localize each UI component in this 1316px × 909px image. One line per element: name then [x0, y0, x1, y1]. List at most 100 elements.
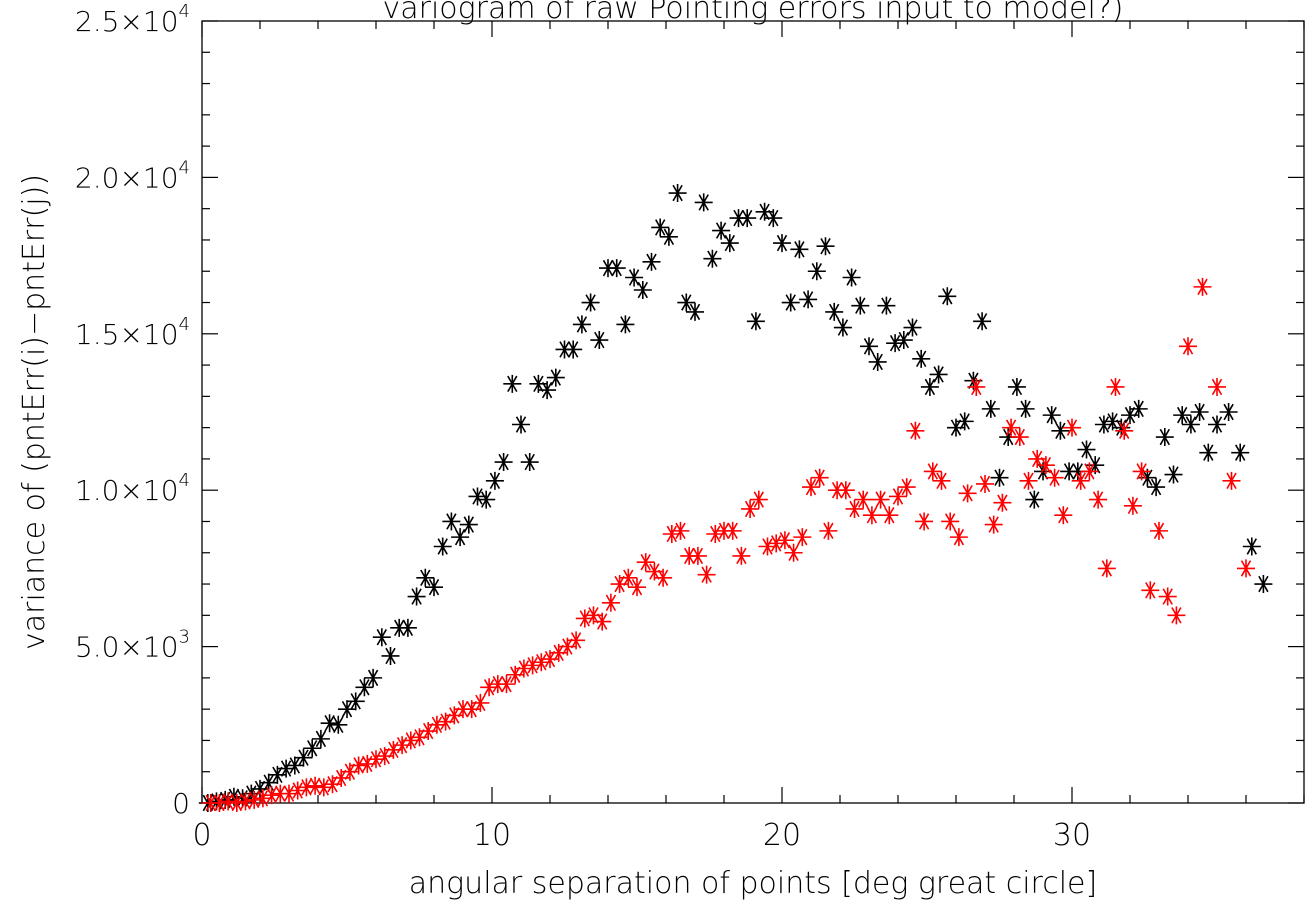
- data-point: [506, 665, 525, 684]
- data-point: [346, 692, 365, 711]
- data-point: [340, 762, 359, 781]
- data-point: [1063, 418, 1081, 437]
- data-point: [538, 381, 557, 400]
- data-point: [1103, 412, 1122, 431]
- data-point: [1042, 406, 1061, 425]
- data-point: [210, 794, 229, 812]
- data-point: [799, 290, 818, 309]
- data-point: [320, 714, 339, 733]
- data-point: [999, 428, 1018, 447]
- data-point: [259, 773, 278, 792]
- data-point: [477, 490, 496, 509]
- data-point: [529, 374, 548, 393]
- data-point: [1167, 606, 1186, 625]
- data-point: [280, 784, 298, 803]
- data-point: [1094, 415, 1113, 434]
- data-point: [889, 487, 907, 506]
- data-point: [1097, 559, 1116, 578]
- plot-area: [201, 20, 1305, 804]
- data-point: [1007, 377, 1026, 396]
- data-point: [1025, 490, 1044, 509]
- data-point: [1132, 462, 1151, 481]
- data-point: [1222, 471, 1241, 490]
- data-point: [601, 593, 620, 612]
- data-point: [512, 415, 530, 434]
- data-point: [427, 715, 446, 734]
- data-point: [1231, 443, 1250, 462]
- data-point: [973, 312, 992, 331]
- data-point: [1106, 377, 1125, 396]
- data-point: [268, 765, 287, 784]
- data-point: [207, 792, 226, 811]
- data-point: [706, 524, 725, 543]
- data-point: [773, 234, 791, 253]
- x-axis-label: angular separation of points [deg great …: [409, 866, 1097, 901]
- data-point: [880, 506, 899, 525]
- data-point: [306, 776, 325, 795]
- data-point: [590, 331, 609, 350]
- data-point: [871, 490, 890, 509]
- data-point: [1019, 471, 1038, 490]
- data-point: [593, 612, 612, 631]
- data-point: [1173, 406, 1192, 425]
- data-point: [775, 531, 794, 550]
- data-point: [245, 790, 264, 809]
- y-axis-label: variance of (pntErr(i)−pntErr(j)): [17, 174, 52, 650]
- data-point: [877, 296, 896, 315]
- data-point: [1158, 587, 1177, 606]
- data-point: [645, 562, 664, 581]
- data-point: [1051, 421, 1070, 440]
- data-point: [1010, 428, 1029, 447]
- axis-ticks: 0 10 20 30 0 5.0×103 1.0×104 1.5×104 2.0×104 2.5×…: [75, 1, 1305, 853]
- series-1: [198, 184, 1273, 812]
- data-point: [738, 209, 757, 228]
- data-point: [338, 700, 356, 719]
- x-tick-label: 20: [763, 818, 801, 853]
- data-point: [671, 521, 690, 540]
- data-point: [1115, 421, 1134, 440]
- data-point: [1155, 428, 1174, 447]
- data-point: [303, 739, 322, 758]
- data-point: [233, 789, 252, 808]
- data-point: [227, 794, 246, 812]
- data-point: [297, 778, 316, 797]
- data-point: [990, 468, 1009, 487]
- data-point: [749, 490, 768, 509]
- data-point: [981, 399, 1000, 418]
- data-point: [523, 656, 542, 675]
- data-point: [462, 700, 481, 719]
- data-point: [575, 609, 594, 628]
- data-point: [642, 252, 661, 271]
- data-point: [546, 368, 565, 387]
- data-point: [886, 334, 905, 353]
- data-point: [1002, 418, 1021, 437]
- data-point: [793, 528, 812, 547]
- data-point: [355, 678, 374, 697]
- data-point: [720, 234, 739, 253]
- x-tick-label: 0: [192, 818, 211, 853]
- data-point: [549, 643, 568, 662]
- data-point: [1147, 478, 1166, 497]
- data-point: [868, 352, 887, 371]
- y-tick-label: 1.5×104: [75, 314, 190, 351]
- data-point: [993, 493, 1012, 512]
- data-point: [712, 221, 731, 240]
- data-point: [932, 471, 951, 490]
- data-point: [1036, 456, 1055, 475]
- data-point: [410, 728, 429, 747]
- y-tick-label: 2.5×104: [75, 1, 190, 38]
- data-point: [416, 568, 435, 587]
- data-point: [1071, 471, 1090, 490]
- data-point: [862, 506, 881, 525]
- data-point: [1179, 337, 1197, 356]
- data-point: [262, 786, 281, 805]
- data-point: [1138, 468, 1157, 487]
- data-point: [1208, 377, 1226, 396]
- data-point: [610, 575, 629, 594]
- data-point: [349, 756, 368, 775]
- x-tick-label: 10: [473, 818, 511, 853]
- data-point: [1129, 399, 1148, 418]
- data-point: [755, 202, 774, 221]
- data-point: [697, 565, 716, 584]
- data-point: [1123, 496, 1142, 515]
